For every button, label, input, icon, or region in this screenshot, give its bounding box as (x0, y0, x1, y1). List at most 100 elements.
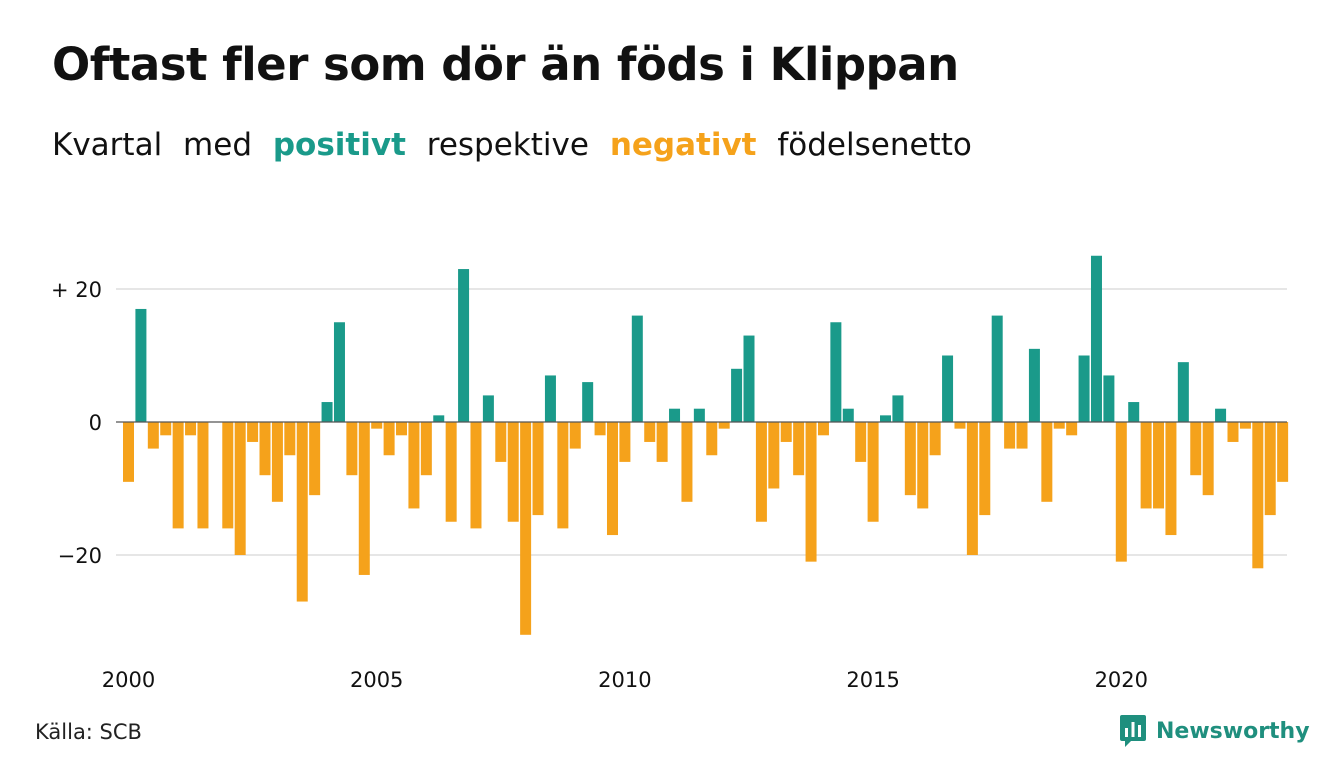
bar-negative (817, 422, 829, 436)
bar-negative (755, 422, 767, 522)
bar-positive (631, 315, 643, 422)
bar-negative (470, 422, 482, 529)
bar-negative (408, 422, 420, 509)
y-tick-label: + 20 (51, 278, 102, 302)
bar-negative (296, 422, 308, 602)
bar-negative (855, 422, 867, 462)
bar-negative (259, 422, 271, 476)
bar-negative (532, 422, 544, 516)
bar-negative (172, 422, 184, 529)
bar-negative (656, 422, 668, 462)
bar-positive (321, 402, 333, 422)
bar-negative (718, 422, 730, 429)
bar-negative (1227, 422, 1239, 442)
bar-negative (396, 422, 408, 436)
bar-negative (234, 422, 246, 555)
subtitle-negative-label: negativt (609, 127, 757, 163)
bar-positive (1028, 348, 1040, 422)
bar-negative (309, 422, 321, 496)
brand-name: Newsworthy (1156, 718, 1310, 744)
bar-negative (1153, 422, 1165, 509)
bar-negative (1239, 422, 1251, 429)
bar-negative (768, 422, 780, 489)
bar-negative (1190, 422, 1202, 476)
bar-negative (1202, 422, 1214, 496)
x-tick-label: 2000 (102, 668, 155, 692)
bar-negative (284, 422, 296, 456)
bar-negative (420, 422, 432, 476)
y-tick-label: −20 (58, 544, 102, 568)
bar-positive (1177, 362, 1189, 422)
bar-negative (147, 422, 159, 449)
bar-negative (606, 422, 618, 536)
bar-negative (929, 422, 941, 456)
bar-positive (582, 382, 594, 422)
bar-negative (1053, 422, 1065, 429)
bar-negative (346, 422, 358, 476)
subtitle-word: födelsenetto (777, 127, 972, 163)
newsworthy-logo-icon (1120, 715, 1146, 747)
bar-negative (867, 422, 879, 522)
chart-subtitle: Kvartal med positivt respektive negativt… (52, 127, 983, 163)
bar-positive (669, 408, 681, 422)
bar-positive (892, 395, 904, 422)
bar-negative (197, 422, 209, 529)
x-tick-label: 2010 (598, 668, 651, 692)
bar-negative (445, 422, 457, 522)
bar-chart: + 20 0 −20 2000 2005 2010 2015 2020 (51, 255, 1289, 692)
bar-positive (743, 335, 755, 422)
bar-negative (495, 422, 507, 462)
bar-negative (681, 422, 693, 502)
bar-negative (271, 422, 283, 502)
source-note: Källa: SCB (35, 720, 142, 744)
bar-positive (693, 408, 705, 422)
bar-negative (247, 422, 259, 442)
bar-negative (507, 422, 519, 522)
bar-negative (1252, 422, 1264, 569)
bar-negative (954, 422, 966, 429)
bar-positive (544, 375, 556, 422)
bar-positive (830, 322, 842, 422)
bar-negative (1041, 422, 1053, 502)
subtitle-word: med (183, 127, 252, 163)
bar-negative (222, 422, 234, 529)
bar-negative (966, 422, 978, 555)
bar-negative (358, 422, 370, 575)
bar-negative (619, 422, 631, 462)
bar-negative (371, 422, 383, 429)
axis-labels: + 20 0 −20 2000 2005 2010 2015 2020 (51, 278, 1287, 692)
bar-negative (805, 422, 817, 562)
bar-positive (333, 322, 345, 422)
bars (123, 255, 1289, 635)
x-tick-label: 2020 (1095, 668, 1148, 692)
subtitle-word: Kvartal (52, 127, 163, 163)
bar-negative (594, 422, 606, 436)
bar-negative (793, 422, 805, 476)
bar-positive (433, 415, 445, 422)
bar-negative (1165, 422, 1177, 536)
x-tick-label: 2015 (846, 668, 899, 692)
bar-negative (1066, 422, 1078, 436)
bar-positive (942, 355, 954, 422)
bar-negative (1115, 422, 1127, 562)
subtitle-positive-label: positivt (272, 127, 406, 163)
bar-positive (1215, 408, 1227, 422)
bar-positive (842, 408, 854, 422)
bar-negative (917, 422, 929, 509)
bar-positive (1090, 255, 1102, 422)
bar-positive (731, 368, 743, 422)
bar-negative (1016, 422, 1028, 449)
bar-positive (1078, 355, 1090, 422)
bar-negative (1264, 422, 1276, 516)
chart-title: Oftast fler som dör än föds i Klippan (52, 38, 959, 91)
bar-positive (458, 269, 470, 422)
bar-negative (160, 422, 172, 436)
bar-positive (482, 395, 494, 422)
bar-negative (979, 422, 991, 516)
brand-logo: Newsworthy (1119, 714, 1310, 748)
bar-negative (520, 422, 532, 635)
bar-positive (1128, 402, 1140, 422)
bar-negative (123, 422, 134, 482)
bar-negative (644, 422, 656, 442)
bar-negative (1140, 422, 1152, 509)
